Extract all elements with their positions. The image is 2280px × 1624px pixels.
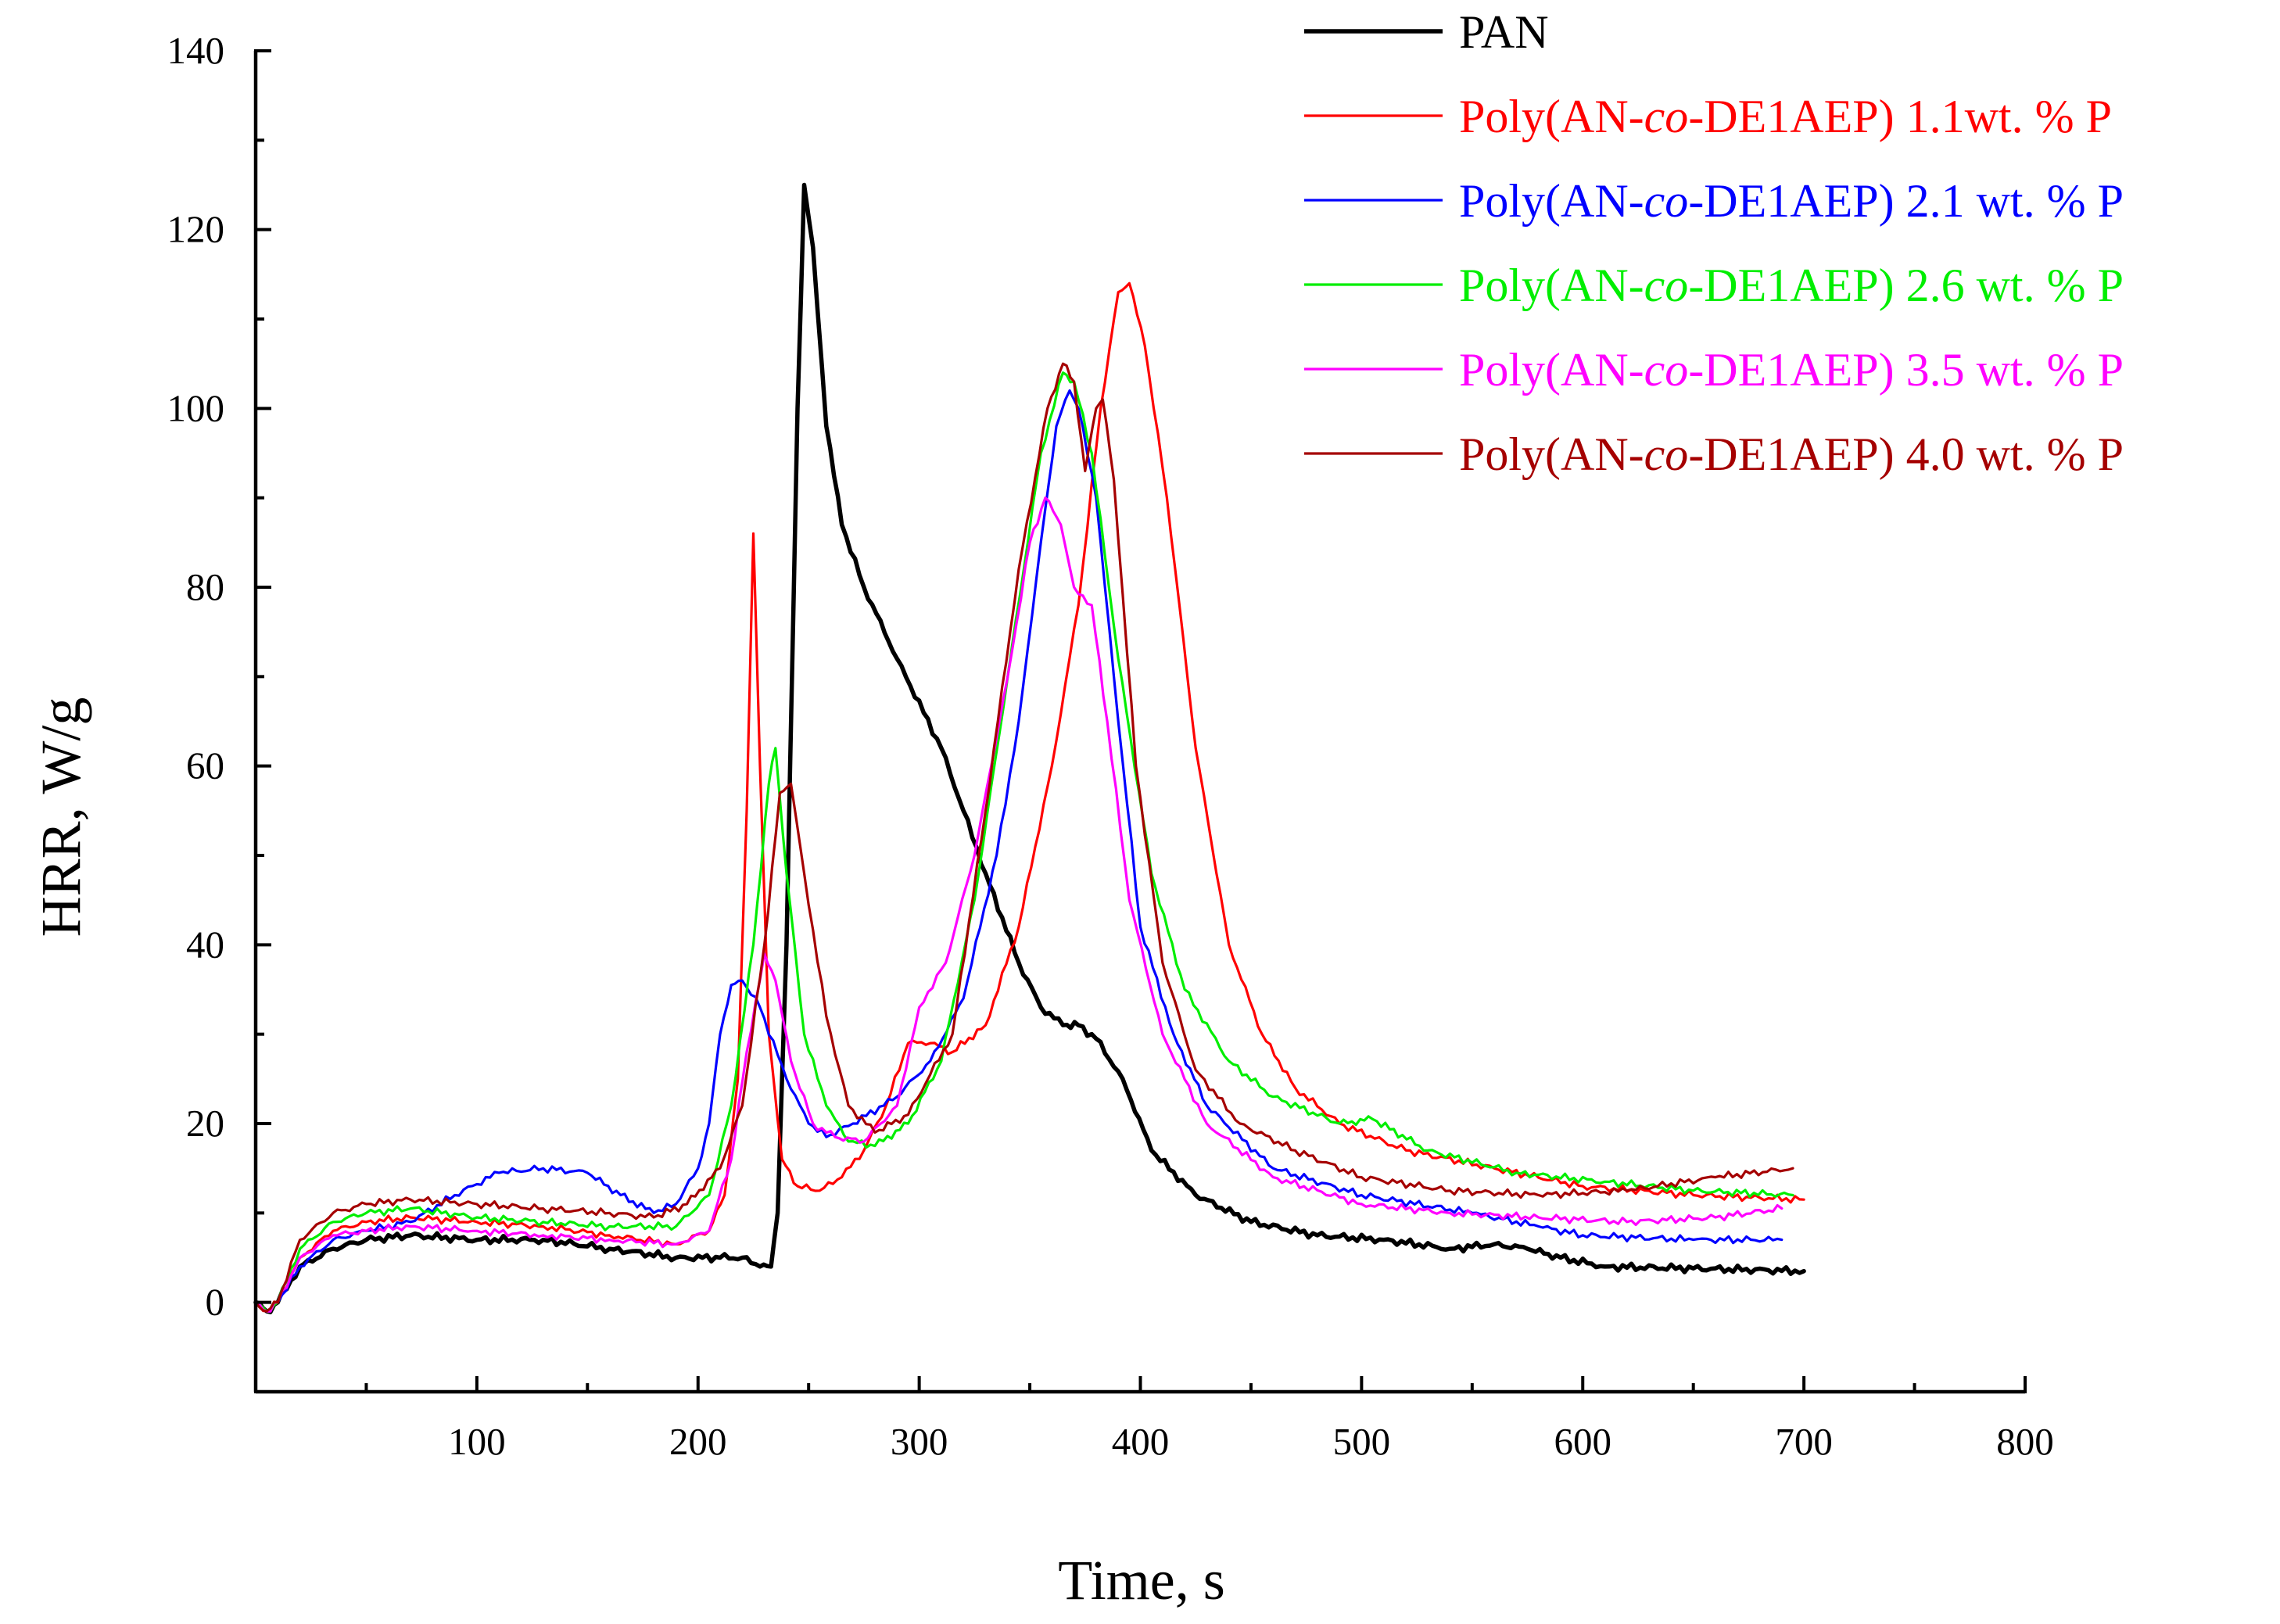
y-tick-label: 60 bbox=[186, 744, 224, 787]
legend-label-part: -DE1AEP) 2.1 wt. % P bbox=[1688, 175, 2124, 227]
y-tick-label: 100 bbox=[167, 386, 225, 429]
y-tick-label: 140 bbox=[167, 29, 225, 72]
legend-label-part: -DE1AEP) 4.0 wt. % P bbox=[1688, 428, 2124, 480]
y-axis-title: HRR, W/g bbox=[30, 697, 92, 937]
series-line-1 bbox=[253, 182, 1806, 1314]
legend-label-part: -DE1AEP) 2.6 wt. % P bbox=[1688, 260, 2124, 311]
x-tick-label: 800 bbox=[1996, 1420, 2054, 1463]
ticks-layer: 0 20 40 60 80 100 120 140 100 200 300 400 500 600 700 8… bbox=[167, 29, 2054, 1463]
legend-label-part: Poly(AN- bbox=[1459, 428, 1644, 480]
y-tick-label: 0 bbox=[206, 1281, 225, 1324]
legend-label: Poly(AN-co-DE1AEP) 3.5 wt. % P bbox=[1459, 344, 2124, 396]
y-tick-label: 120 bbox=[167, 208, 225, 251]
legend-label-part: Poly(AN- bbox=[1459, 175, 1644, 227]
legend-label: Poly(AN-co-DE1AEP) 1.1wt. % P bbox=[1459, 91, 2112, 142]
legend-label-part: Poly(AN- bbox=[1459, 344, 1644, 396]
series-line-5 bbox=[254, 497, 1783, 1313]
legend-label-part: co bbox=[1644, 344, 1689, 396]
x-tick-label: 100 bbox=[448, 1420, 506, 1463]
x-tick-label: 600 bbox=[1554, 1420, 1612, 1463]
series-line-6 bbox=[254, 362, 1794, 1313]
y-tick-label: 40 bbox=[186, 923, 224, 966]
x-tick-label: 400 bbox=[1112, 1420, 1170, 1463]
legend-label: Poly(AN-co-DE1AEP) 2.1 wt. % P bbox=[1459, 175, 2124, 227]
legend-label-part: -DE1AEP) 1.1wt. % P bbox=[1688, 91, 2112, 142]
legend-label: Poly(AN-co-DE1AEP) 4.0 wt. % P bbox=[1459, 428, 2124, 480]
series-line-3 bbox=[254, 389, 1783, 1313]
series-line-2 bbox=[254, 281, 1805, 1313]
legend-label: PAN bbox=[1459, 6, 1549, 58]
x-tick-label: 700 bbox=[1775, 1420, 1833, 1463]
axes-layer bbox=[253, 51, 2025, 1394]
legend-label: Poly(AN-co-DE1AEP) 2.6 wt. % P bbox=[1459, 260, 2124, 311]
series-layer bbox=[253, 182, 1806, 1314]
legend-label-part: co bbox=[1644, 260, 1689, 311]
x-tick-label: 200 bbox=[669, 1420, 727, 1463]
x-tick-label: 500 bbox=[1333, 1420, 1391, 1463]
legend-label-part: co bbox=[1644, 91, 1689, 142]
legend-label-part: Poly(AN- bbox=[1459, 260, 1644, 311]
x-tick-label: 300 bbox=[891, 1420, 948, 1463]
y-tick-label: 80 bbox=[186, 565, 224, 608]
legend-label-part: PAN bbox=[1459, 6, 1549, 58]
legend-label-part: Poly(AN- bbox=[1459, 91, 1644, 142]
y-tick-label: 20 bbox=[186, 1102, 224, 1145]
legend-label-part: -DE1AEP) 3.5 wt. % P bbox=[1688, 344, 2124, 396]
x-axis-title: Time, s bbox=[1058, 1549, 1224, 1611]
series-line-4 bbox=[254, 371, 1794, 1313]
legend-label-part: co bbox=[1644, 428, 1689, 480]
legend-label-part: co bbox=[1644, 175, 1689, 227]
